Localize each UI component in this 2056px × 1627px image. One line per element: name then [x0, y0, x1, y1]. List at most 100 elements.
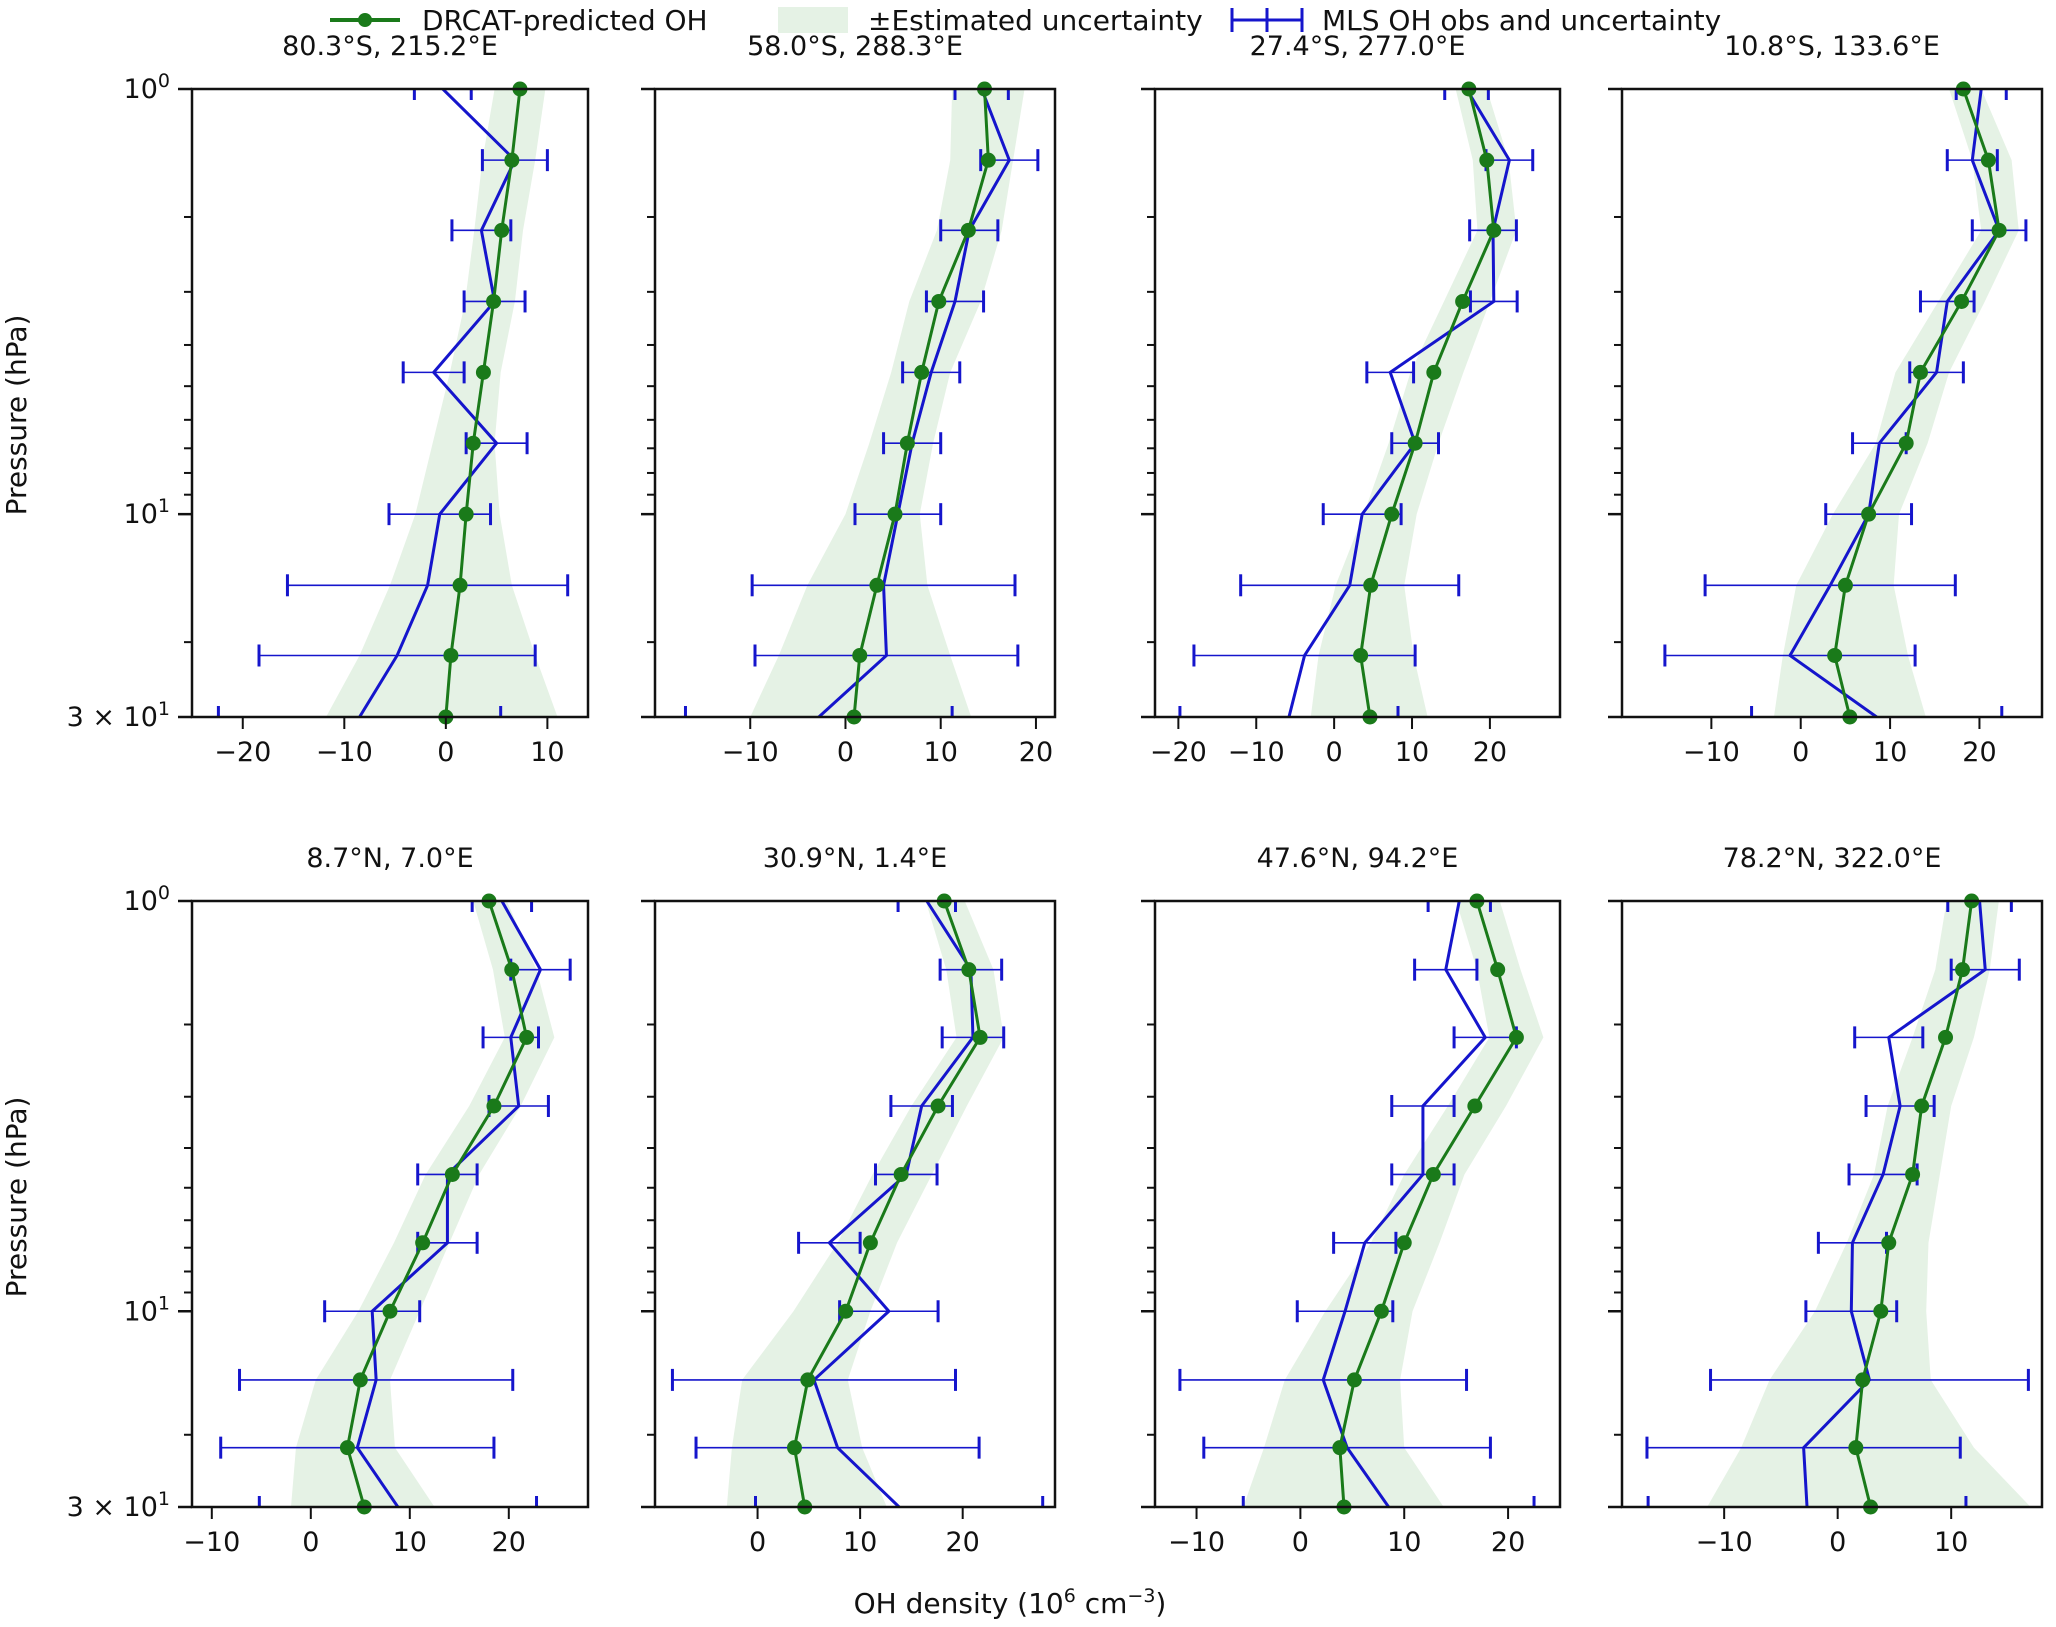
panel-title: 30.9°N, 1.4°E — [763, 843, 947, 874]
legend-label-band: ±Estimated uncertainty — [868, 4, 1203, 37]
predicted-point — [1363, 577, 1379, 593]
uncertainty-band — [326, 89, 558, 717]
panel-title: 47.6°N, 94.2°E — [1257, 843, 1459, 874]
y-tick-exponent: 1 — [158, 495, 170, 517]
x-tick-label: 10 — [1934, 1527, 1968, 1558]
predicted-point — [494, 222, 510, 238]
x-tick-label: −20 — [1150, 737, 1207, 768]
plot-frame — [653, 87, 1057, 719]
y-tick-base: 3 × 10 — [67, 702, 158, 733]
panel-27S-277E: 27.4°S, 277.0°E −20 −10 0 10 20 — [1141, 31, 1562, 768]
predicted-point — [1346, 1372, 1362, 1388]
mls-series-line — [1321, 901, 1488, 1507]
x-axis-label: OH density (106 cm−3) — [854, 1585, 1167, 1620]
y-tick-label: 3 × 101 — [67, 1488, 170, 1523]
predicted-point — [786, 1440, 802, 1456]
plot-frame — [1620, 899, 2044, 1509]
panel-title: 8.7°N, 7.0°E — [306, 843, 473, 874]
predicted-point — [899, 435, 915, 451]
predicted-point — [1855, 1372, 1871, 1388]
x-tick-label: 0 — [302, 1527, 319, 1558]
predicted-point — [519, 1029, 535, 1045]
x-tick-label: −10 — [722, 737, 779, 768]
plot-frame — [653, 899, 1057, 1509]
predicted-series-line — [444, 88, 522, 718]
mls-series-line — [812, 901, 975, 1507]
x-tick-label: 0 — [1792, 737, 1809, 768]
panel-78N-322E: 78.2°N, 322.0°E −10 0 10 — [1608, 843, 2044, 1558]
predicted-point — [1396, 1235, 1412, 1251]
predicted-point — [486, 1098, 502, 1114]
predicted-point — [339, 1440, 355, 1456]
predicted-point — [1486, 222, 1502, 238]
panel-30N-1E: 30.9°N, 1.4°E 0 10 20 — [641, 843, 1057, 1558]
predicted-point — [415, 1235, 431, 1251]
predicted-point — [1914, 1098, 1930, 1114]
y-tick-label: 101 — [124, 495, 170, 530]
predicted-point — [1991, 222, 2007, 238]
mls-series-line — [1802, 901, 1987, 1507]
predicted-point — [352, 1372, 368, 1388]
x-tick-label: 20 — [946, 1527, 980, 1558]
x-tick-label: −10 — [1696, 1527, 1753, 1558]
y-tick-base: 3 × 10 — [67, 1492, 158, 1523]
legend-label-predicted: DRCAT-predicted OH — [422, 4, 708, 37]
plot-frame — [190, 87, 590, 719]
x-tick-label: 10 — [924, 737, 958, 768]
predicted-point — [1837, 577, 1853, 593]
predicted-point — [1455, 293, 1471, 309]
y-tick-base: 10 — [124, 499, 158, 530]
predicted-point — [887, 506, 903, 522]
predicted-point — [444, 1166, 460, 1182]
predicted-point — [1912, 364, 1928, 380]
plot-frame — [1620, 87, 2044, 719]
legend-label-mls: MLS OH obs and uncertainty — [1322, 4, 1721, 37]
predicted-point — [452, 577, 468, 593]
predicted-point — [869, 577, 885, 593]
x-tick-label: −10 — [1683, 737, 1740, 768]
predicted-point — [486, 293, 502, 309]
uncertainty-band — [750, 89, 1025, 717]
predicted-point — [1332, 1440, 1348, 1456]
legend-item-mls: MLS OH obs and uncertainty — [1230, 4, 1721, 37]
x-tick-label: 10 — [393, 1527, 427, 1558]
mls-series-line — [1788, 89, 2001, 717]
predicted-point — [504, 962, 520, 978]
predicted-point — [1827, 647, 1843, 663]
predicted-point — [852, 647, 868, 663]
x-tick-label: 0 — [837, 737, 854, 768]
y-tick-exponent: 0 — [158, 70, 170, 92]
predicted-point — [1881, 1235, 1897, 1251]
predicted-point — [980, 152, 996, 168]
panel-47N-94E: 47.6°N, 94.2°E −10 0 10 20 — [1141, 843, 1562, 1558]
predicted-point — [1980, 152, 1996, 168]
legend-item-predicted: DRCAT-predicted OH — [330, 4, 708, 37]
plot-frame — [1153, 899, 1562, 1509]
predicted-point — [458, 506, 474, 522]
predicted-point — [504, 152, 520, 168]
predicted-point — [1848, 1440, 1864, 1456]
y-tick-base: 10 — [124, 1296, 158, 1327]
x-tick-label: 20 — [1019, 737, 1053, 768]
predicted-point — [1954, 293, 1970, 309]
x-tick-label: 0 — [1292, 1527, 1309, 1558]
predicted-point — [972, 1029, 988, 1045]
y-axis-label-bottom: Pressure (hPa) — [0, 1097, 33, 1298]
predicted-point — [930, 1098, 946, 1114]
predicted-point — [1373, 1303, 1389, 1319]
predicted-point — [475, 364, 491, 380]
predicted-series-line — [345, 900, 529, 1508]
predicted-point — [1384, 506, 1400, 522]
predicted-point — [1861, 506, 1877, 522]
predicted-point — [893, 1166, 909, 1182]
blue-line-errorbar-icon — [1230, 8, 1304, 32]
predicted-series-line — [1854, 900, 1974, 1508]
x-tick-label: 0 — [437, 737, 454, 768]
predicted-point — [1905, 1166, 1921, 1182]
predicted-point — [931, 293, 947, 309]
y-tick-exponent: 1 — [158, 1292, 170, 1314]
x-tick-label: −10 — [1168, 1527, 1225, 1558]
uncertainty-band — [726, 901, 1004, 1507]
